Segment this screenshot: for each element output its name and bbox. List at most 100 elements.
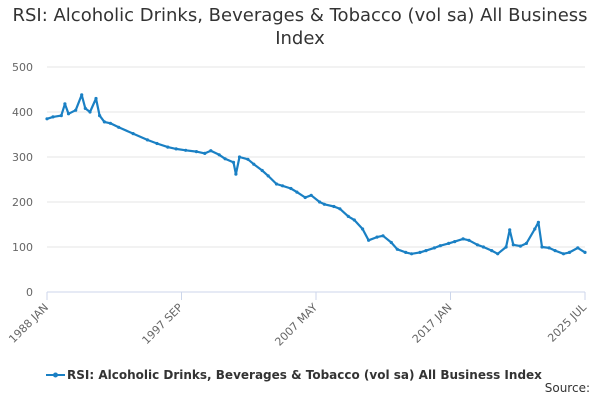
data-point[interactable] [223, 157, 227, 161]
x-tick-label: 1997 SEP [140, 301, 186, 347]
data-point[interactable] [381, 234, 385, 238]
data-point[interactable] [536, 220, 541, 224]
data-point[interactable] [166, 145, 170, 149]
y-tick-label: 500 [12, 61, 33, 74]
data-point[interactable] [467, 238, 471, 242]
data-point[interactable] [389, 240, 393, 245]
data-point[interactable] [508, 228, 512, 232]
data-point[interactable] [518, 244, 523, 248]
data-point[interactable] [461, 237, 465, 241]
data-point[interactable] [102, 120, 106, 124]
data-point[interactable] [432, 246, 436, 250]
data-point[interactable] [338, 207, 342, 211]
data-point[interactable] [453, 240, 457, 244]
data-point[interactable] [174, 147, 178, 151]
data-point[interactable] [108, 121, 112, 125]
data-point[interactable] [266, 174, 270, 178]
data-point[interactable] [217, 153, 221, 157]
data-point[interactable] [332, 204, 336, 209]
series-line[interactable] [45, 93, 587, 255]
data-point[interactable] [145, 138, 149, 142]
data-point[interactable] [66, 112, 71, 116]
data-point[interactable] [252, 162, 256, 166]
data-point[interactable] [540, 245, 544, 249]
data-point[interactable] [438, 244, 442, 248]
data-point[interactable] [533, 227, 537, 231]
grid-lines [47, 66, 585, 248]
data-point[interactable] [567, 250, 572, 254]
data-point[interactable] [295, 190, 299, 194]
data-point[interactable] [553, 249, 557, 253]
data-point[interactable] [309, 193, 313, 197]
series-layer [45, 93, 587, 256]
data-point[interactable] [51, 115, 55, 119]
x-tick-label: 2017 JAN [410, 301, 455, 346]
data-point[interactable] [194, 150, 198, 154]
data-point[interactable] [322, 202, 326, 206]
data-point[interactable] [289, 186, 293, 191]
data-point[interactable] [280, 184, 285, 188]
data-point[interactable] [59, 114, 63, 118]
x-tick-label: 1988 JAN [6, 301, 51, 346]
data-point[interactable] [424, 249, 428, 253]
data-point[interactable] [352, 218, 356, 222]
y-tick-label: 300 [12, 151, 33, 164]
data-point[interactable] [98, 114, 102, 118]
data-point[interactable] [184, 148, 188, 152]
data-point[interactable] [234, 172, 238, 176]
data-point[interactable] [83, 106, 87, 110]
data-point[interactable] [318, 200, 322, 204]
y-tick-label: 200 [12, 196, 33, 209]
data-point[interactable] [246, 157, 250, 161]
data-point[interactable] [504, 245, 508, 249]
legend-item-label[interactable]: RSI: Alcoholic Drinks, Beverages & Tobac… [67, 368, 542, 382]
legend[interactable]: RSI: Alcoholic Drinks, Beverages & Tobac… [46, 368, 542, 382]
legend-marker [53, 372, 58, 378]
data-point[interactable] [561, 252, 566, 256]
data-point[interactable] [117, 125, 121, 129]
data-point[interactable] [418, 250, 422, 254]
data-point[interactable] [88, 110, 92, 114]
data-point[interactable] [576, 246, 580, 250]
data-point[interactable] [260, 168, 264, 173]
data-point[interactable] [237, 155, 242, 159]
data-point[interactable] [410, 252, 414, 256]
data-point[interactable] [361, 227, 365, 231]
data-point[interactable] [475, 243, 479, 247]
data-point[interactable] [395, 247, 399, 251]
data-point[interactable] [481, 245, 485, 249]
x-tick-label: 2025 JUL [545, 300, 589, 344]
data-point[interactable] [274, 182, 279, 186]
data-point[interactable] [524, 241, 529, 245]
data-point[interactable] [131, 132, 135, 136]
data-point[interactable] [346, 214, 350, 218]
data-point[interactable] [74, 108, 78, 112]
chart-title: RSI: Alcoholic Drinks, Beverages & Tobac… [12, 5, 588, 49]
data-point[interactable] [155, 141, 159, 146]
data-point[interactable] [375, 235, 379, 239]
x-tick-label: 2007 MAY [272, 301, 320, 349]
data-point[interactable] [447, 241, 451, 245]
data-point[interactable] [367, 238, 371, 242]
axes [46, 291, 586, 300]
y-tick-label: 0 [26, 286, 33, 299]
data-point[interactable] [94, 96, 98, 101]
data-point[interactable] [63, 102, 67, 106]
data-point[interactable] [583, 250, 587, 254]
data-point[interactable] [80, 93, 84, 97]
data-point[interactable] [511, 243, 515, 247]
source-label: Source: [544, 381, 590, 395]
data-point[interactable] [209, 149, 213, 153]
data-point[interactable] [547, 246, 551, 250]
data-point[interactable] [231, 160, 236, 164]
data-point[interactable] [203, 151, 207, 155]
data-point[interactable] [496, 252, 500, 256]
data-point[interactable] [490, 249, 494, 253]
data-point[interactable] [45, 117, 49, 121]
y-tick-label: 100 [12, 241, 33, 254]
data-point[interactable] [303, 195, 307, 200]
data-point[interactable] [404, 250, 408, 254]
y-tick-label: 400 [12, 106, 33, 119]
